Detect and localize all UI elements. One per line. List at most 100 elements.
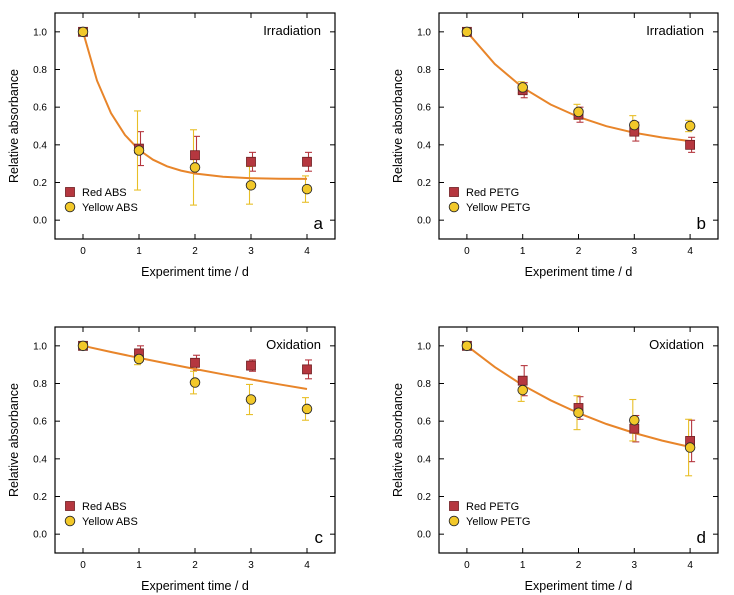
yellow-circle-point	[245, 394, 257, 405]
legend-circle-icon	[64, 515, 76, 527]
y-tick-label: 0.0	[417, 216, 431, 227]
x-tick-label: 2	[192, 246, 198, 257]
y-axis-label: Relative absorbance	[7, 69, 21, 183]
legend-square-icon	[65, 501, 75, 511]
x-axis-label: Experiment time / d	[141, 579, 249, 593]
legend-square-icon	[65, 187, 75, 197]
yellow-circle-point	[461, 340, 473, 352]
legend-entry: Red PETG	[466, 501, 519, 513]
legend-entry: Yellow PETG	[466, 202, 530, 214]
x-tick-label: 1	[520, 246, 526, 257]
y-tick-label: 0.4	[33, 140, 47, 151]
red-square-point	[190, 357, 200, 368]
red-square-point	[246, 360, 256, 371]
y-tick-label: 0.8	[417, 379, 431, 390]
legend-entry: Red ABS	[82, 187, 127, 199]
red-square-point	[302, 364, 312, 375]
x-axis-label: Experiment time / d	[141, 265, 249, 279]
legend-circle-icon	[448, 515, 460, 527]
yellow-circle-point	[629, 119, 640, 131]
x-tick-label: 3	[632, 560, 638, 571]
yellow-circle-point	[133, 145, 145, 156]
legend-circle-icon	[448, 201, 460, 213]
panel-letter: a	[314, 214, 324, 233]
y-tick-label: 0.6	[33, 103, 47, 114]
x-tick-label: 0	[80, 246, 86, 257]
chart-panel-a: 0 1 2 3 4 0.0 0.2 0.4 0.6 0.8 1.0 Experiment time /…	[7, 12, 336, 279]
red-square-point	[246, 156, 256, 167]
legend-square-icon	[449, 187, 459, 197]
y-axis-label: Relative absorbance	[391, 69, 405, 183]
chart-panel-d: 0 1 2 3 4 0.0 0.2 0.4 0.6 0.8 1.0 Experiment time /…	[391, 326, 719, 593]
x-tick-label: 0	[80, 560, 86, 571]
yellow-circle-point	[133, 353, 145, 365]
y-axis-label: Relative absorbance	[7, 383, 21, 497]
x-tick-label: 0	[464, 560, 470, 571]
y-tick-label: 0.2	[33, 492, 47, 503]
yellow-circle-point	[517, 384, 528, 396]
x-tick-label: 2	[192, 560, 198, 571]
fit-line	[82, 344, 308, 390]
x-tick-label: 0	[464, 246, 470, 257]
y-tick-label: 1.0	[417, 27, 431, 38]
x-tick-label: 3	[248, 246, 254, 257]
y-tick-label: 0.8	[417, 65, 431, 76]
y-tick-label: 0.8	[33, 65, 47, 76]
red-square-point	[190, 150, 200, 161]
panel-letter: c	[315, 528, 324, 547]
x-tick-label: 1	[136, 246, 142, 257]
panel-title: Irradiation	[646, 23, 704, 38]
yellow-circle-point	[301, 183, 313, 195]
y-tick-label: 0.8	[33, 379, 47, 390]
legend-entry: Red ABS	[82, 501, 127, 513]
y-tick-label: 1.0	[33, 27, 47, 38]
red-square-point	[629, 423, 640, 434]
yellow-circle-point	[77, 340, 89, 352]
x-tick-label: 4	[687, 246, 693, 257]
legend-entry: Yellow PETG	[466, 516, 530, 528]
legend-square-icon	[449, 501, 459, 511]
red-square-point	[685, 139, 695, 150]
x-tick-label: 4	[687, 560, 693, 571]
y-tick-label: 0.0	[417, 530, 431, 541]
yellow-circle-point	[573, 106, 584, 118]
panel-title: Oxidation	[266, 337, 321, 352]
y-tick-label: 0.2	[417, 492, 431, 503]
panel-title: Irradiation	[263, 23, 321, 38]
legend-entry: Yellow ABS	[82, 202, 138, 214]
chart-panel-c: 0 1 2 3 4 0.0 0.2 0.4 0.6 0.8 1.0 Experiment time /…	[7, 326, 336, 593]
chart-panel-b: 0 1 2 3 4 0.0 0.2 0.4 0.6 0.8 1.0 Experiment time /…	[391, 12, 719, 279]
x-tick-label: 4	[304, 560, 310, 571]
yellow-circle-point	[517, 82, 528, 93]
y-axis-label: Relative absorbance	[391, 383, 405, 497]
x-tick-label: 4	[304, 246, 310, 257]
x-tick-label: 3	[632, 246, 638, 257]
yellow-circle-point	[629, 414, 640, 426]
y-tick-label: 0.4	[417, 454, 431, 465]
fit-line	[466, 31, 691, 143]
y-tick-label: 0.2	[33, 178, 47, 189]
red-square-point	[302, 156, 312, 167]
y-tick-label: 0.0	[33, 530, 47, 541]
yellow-circle-point	[684, 442, 696, 453]
x-tick-label: 3	[248, 560, 254, 571]
y-tick-label: 0.4	[417, 140, 431, 151]
y-tick-label: 0.0	[33, 216, 47, 227]
yellow-circle-point	[77, 26, 89, 38]
panel-letter: b	[697, 214, 706, 233]
x-axis-label: Experiment time / d	[525, 265, 633, 279]
legend-circle-icon	[64, 201, 76, 213]
yellow-circle-point	[189, 162, 201, 173]
yellow-circle-point	[245, 180, 257, 191]
y-tick-label: 1.0	[417, 341, 431, 352]
legend-entry: Yellow ABS	[82, 516, 138, 528]
x-tick-label: 1	[136, 560, 142, 571]
yellow-circle-point	[461, 26, 473, 38]
x-tick-label: 2	[576, 246, 582, 257]
yellow-circle-point	[684, 120, 696, 132]
x-tick-label: 1	[520, 560, 526, 571]
y-tick-label: 1.0	[33, 341, 47, 352]
panel-letter: d	[697, 528, 706, 547]
yellow-circle-point	[301, 403, 313, 415]
